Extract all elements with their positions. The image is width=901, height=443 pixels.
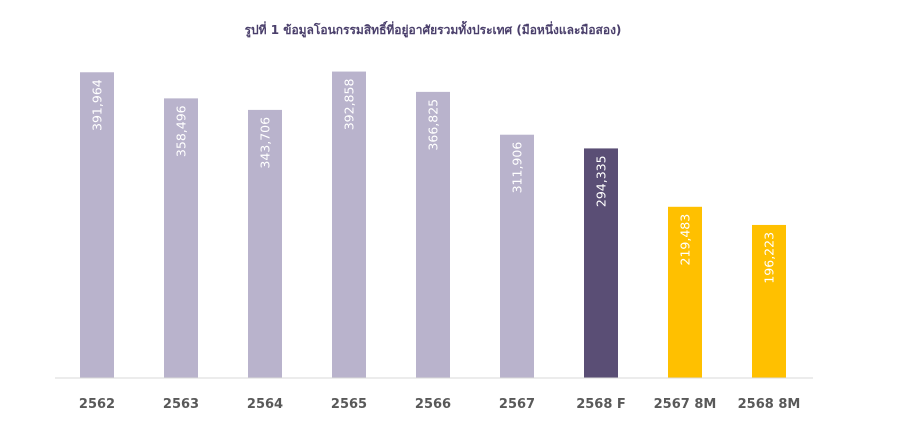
chart-title: รูปที่ 1 ข้อมูลโอนกรรมสิทธิ์ที่อยู่อาศัย… xyxy=(245,20,622,38)
bars-group: 391,964 358,496 343,706 392,858 366,825 311,9… xyxy=(80,71,786,379)
bar-value-label: 392,858 xyxy=(342,79,357,131)
category-labels: 2562 2563 2564 2565 2566 2567 2568 F 2567 8M 256… xyxy=(79,397,800,412)
bar-value-label: 196,223 xyxy=(762,232,777,284)
bar-2567-8M xyxy=(668,206,702,378)
bar-2568-8M xyxy=(752,224,786,378)
category-label: 2563 xyxy=(163,397,199,412)
bar-value-label: 294,335 xyxy=(594,155,609,207)
bar-value-label: 358,496 xyxy=(174,105,189,157)
category-label: 2562 xyxy=(79,397,115,412)
category-label: 2566 xyxy=(415,397,451,412)
category-label: 2568 F xyxy=(576,397,626,412)
bar-2563 xyxy=(164,98,198,379)
bar-2564 xyxy=(248,109,282,379)
category-label: 2565 xyxy=(331,397,367,412)
bar-2562 xyxy=(80,72,114,379)
bar-2566 xyxy=(416,91,450,379)
category-label: 2568 8M xyxy=(738,397,801,412)
category-label: 2567 xyxy=(499,397,535,412)
category-label: 2564 xyxy=(247,397,283,412)
bar-2565 xyxy=(332,71,366,378)
bar-value-label: 311,906 xyxy=(510,142,525,194)
bar-value-label: 343,706 xyxy=(258,117,273,169)
bar-2568-F xyxy=(584,148,618,378)
bar-value-label: 366,825 xyxy=(426,99,441,151)
bar-value-label: 391,964 xyxy=(90,79,105,131)
category-label: 2567 8M xyxy=(654,397,717,412)
bar-2567 xyxy=(500,134,534,378)
bar-value-label: 219,483 xyxy=(678,214,693,266)
